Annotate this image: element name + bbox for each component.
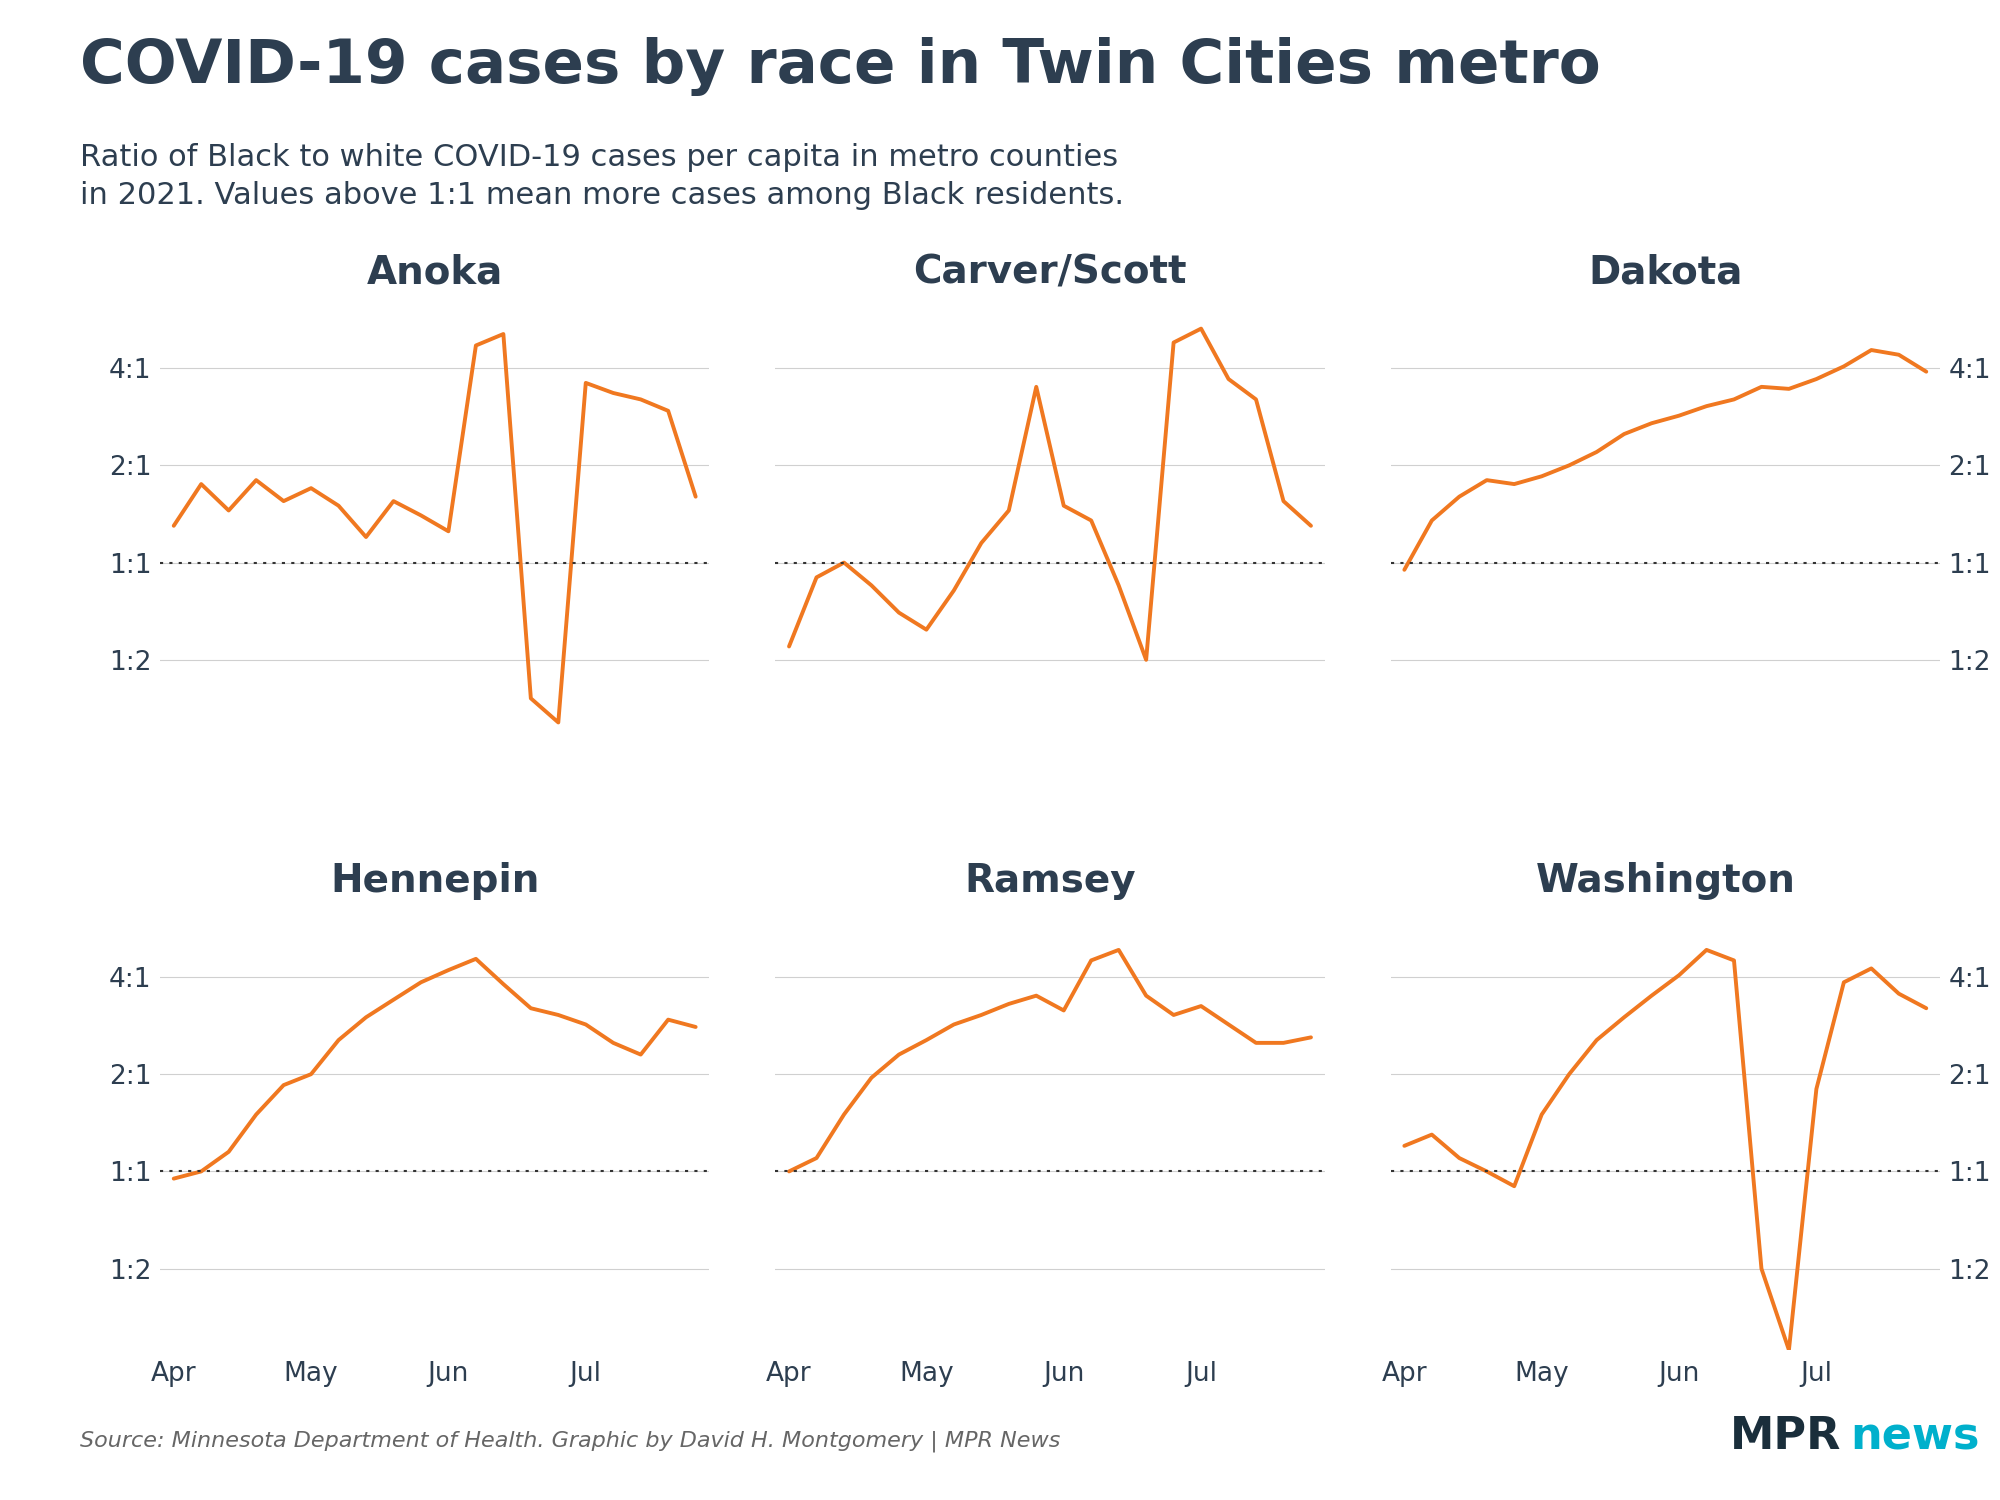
Title: Ramsey: Ramsey [964,862,1136,900]
Title: Dakota: Dakota [1588,254,1742,291]
Text: Ratio of Black to white COVID-19 cases per capita in metro counties
in 2021. Val: Ratio of Black to white COVID-19 cases p… [80,142,1124,210]
Text: news: news [1850,1414,1980,1458]
Text: Source: Minnesota Department of Health. Graphic by David H. Montgomery | MPR New: Source: Minnesota Department of Health. … [80,1431,1060,1452]
Title: Carver/Scott: Carver/Scott [914,254,1186,291]
Title: Hennepin: Hennepin [330,862,540,900]
Text: MPR: MPR [1730,1414,1842,1458]
Title: Washington: Washington [1536,862,1796,900]
Text: COVID-19 cases by race in Twin Cities metro: COVID-19 cases by race in Twin Cities me… [80,38,1600,96]
Title: Anoka: Anoka [366,254,502,291]
